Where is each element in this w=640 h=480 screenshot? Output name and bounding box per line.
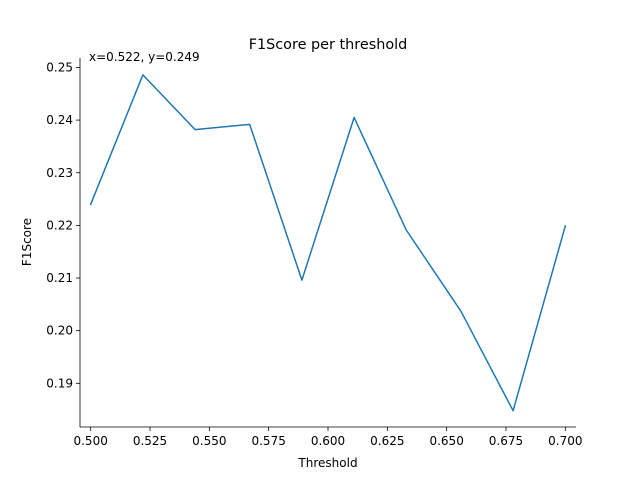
y-tick-label: 0.21 <box>46 271 73 285</box>
x-tick-label: 0.550 <box>192 434 226 448</box>
x-tick-label: 0.675 <box>489 434 523 448</box>
x-tick-label: 0.700 <box>548 434 582 448</box>
y-tick-label: 0.25 <box>46 60 73 74</box>
y-tick-label: 0.19 <box>46 376 73 390</box>
series-line <box>89 74 567 412</box>
x-tick-label: 0.600 <box>311 434 345 448</box>
x-tick-label: 0.500 <box>73 434 107 448</box>
chart-title: F1Score per threshold <box>249 37 408 53</box>
x-tick-label: 0.525 <box>133 434 167 448</box>
x-tick-label: 0.575 <box>251 434 285 448</box>
plot-area <box>89 74 567 412</box>
y-axis-ticks: 0.19 0.20 0.21 0.22 0.23 0.24 0.25 <box>46 60 80 390</box>
y-tick-label: 0.20 <box>46 324 73 338</box>
x-tick-label: 0.650 <box>429 434 463 448</box>
chart-annotation: x=0.522, y=0.249 <box>89 50 200 64</box>
x-tick-label: 0.625 <box>370 434 404 448</box>
y-tick-label: 0.22 <box>46 218 73 232</box>
y-tick-label: 0.23 <box>46 166 73 180</box>
y-tick-label: 0.24 <box>46 113 73 127</box>
x-axis-ticks: 0.500 0.525 0.550 0.575 0.600 0.625 0.650 0.675… <box>73 427 583 448</box>
x-axis-label: Threshold <box>297 456 357 470</box>
y-axis-label: F1Score <box>20 218 34 266</box>
